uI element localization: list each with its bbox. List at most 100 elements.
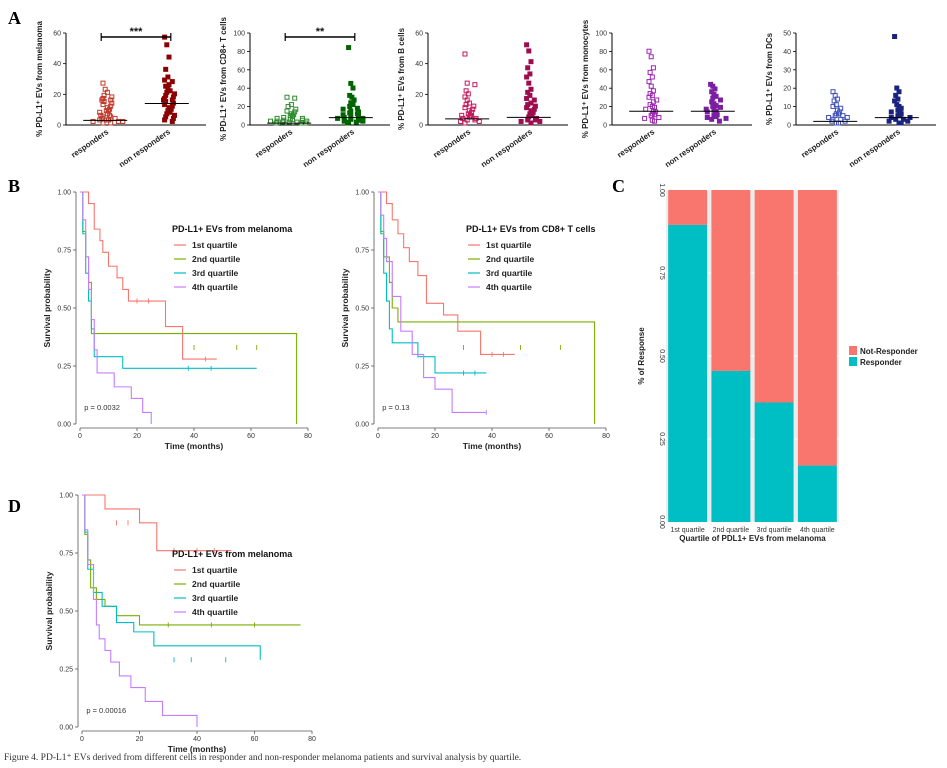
y-tick-label: 0.00 bbox=[355, 422, 369, 429]
data-point bbox=[648, 113, 654, 119]
data-point bbox=[166, 54, 172, 60]
data-point bbox=[656, 114, 662, 120]
data-point bbox=[652, 118, 657, 124]
legend-label: 1st quartile bbox=[192, 240, 238, 250]
data-point bbox=[704, 114, 710, 120]
y-tick-label: 0.75 bbox=[57, 248, 71, 255]
x-tick-label: 3rd quartile bbox=[757, 527, 792, 534]
data-point bbox=[471, 103, 477, 109]
x-axis-label: Quartile of PDL1+ EVs from melanoma bbox=[679, 534, 826, 543]
figure-caption: Figure 4. PD-L1⁺ EVs derived from differ… bbox=[4, 753, 522, 763]
data-point bbox=[97, 109, 103, 115]
data-point bbox=[526, 48, 532, 54]
data-point bbox=[649, 74, 655, 80]
x-tick-label: 40 bbox=[488, 433, 496, 440]
p-value: p = 0.0032 bbox=[84, 403, 120, 412]
data-point bbox=[463, 102, 469, 108]
data-point bbox=[723, 115, 729, 121]
km-curve bbox=[378, 191, 487, 413]
y-tick-label: 20 bbox=[415, 92, 423, 99]
y-axis-label: % PD-L1⁺ EVs from CD8+ T cells bbox=[219, 16, 228, 141]
legend-swatch bbox=[849, 357, 857, 366]
data-point bbox=[525, 65, 531, 71]
data-point bbox=[647, 69, 653, 75]
data-point bbox=[709, 116, 715, 122]
y-tick-label: 80 bbox=[237, 49, 245, 56]
y-tick-label: 50 bbox=[783, 31, 791, 38]
y-tick-label: 20 bbox=[783, 86, 791, 93]
y-axis-label: % PD-L1⁺ EVs from DCs bbox=[765, 32, 774, 125]
data-point bbox=[525, 117, 531, 123]
data-point bbox=[905, 118, 911, 124]
data-point bbox=[524, 74, 530, 80]
legend-swatch bbox=[849, 346, 857, 355]
y-tick-label: 10 bbox=[783, 104, 791, 111]
legend-label: 3rd quartile bbox=[486, 268, 533, 278]
data-point bbox=[476, 118, 482, 124]
data-point bbox=[643, 106, 649, 112]
data-point bbox=[353, 119, 359, 125]
data-point bbox=[90, 118, 96, 124]
y-tick-label: 0 bbox=[603, 123, 607, 130]
data-point bbox=[886, 118, 892, 124]
data-point bbox=[108, 97, 114, 103]
data-point bbox=[169, 118, 175, 124]
data-point bbox=[528, 86, 534, 92]
km-curve bbox=[80, 191, 152, 424]
data-point bbox=[465, 91, 471, 97]
y-tick-label: 100 bbox=[595, 31, 607, 38]
data-point bbox=[524, 95, 530, 101]
data-point bbox=[284, 108, 290, 114]
km-curve bbox=[82, 494, 301, 626]
km-curve bbox=[378, 191, 515, 355]
data-point bbox=[527, 92, 533, 98]
data-point bbox=[652, 112, 657, 118]
chart-b2: 0.00 0.25 0.50 0.75 1.00 0 20 40 60 80 p = 0.13 Tim… bbox=[340, 190, 610, 452]
chart-c: 1st quartile 2nd quartile 3rd quartile 4th … bbox=[637, 183, 918, 543]
x-axis-label: Time (months) bbox=[463, 441, 522, 451]
x-tick-label: non responders bbox=[117, 127, 172, 169]
data-point bbox=[100, 120, 106, 126]
panel-letter-a: A bbox=[8, 8, 21, 28]
y-tick-label: 20 bbox=[53, 92, 61, 99]
data-point bbox=[101, 92, 107, 98]
km-curve bbox=[82, 494, 232, 552]
chart-d: 0.00 0.25 0.50 0.75 1.00 0 20 40 60 80 p = 0.00016… bbox=[44, 493, 316, 755]
bar-segment bbox=[668, 190, 708, 225]
data-point bbox=[100, 102, 106, 108]
x-tick-label: 1st quartile bbox=[671, 527, 705, 534]
bar-segment bbox=[797, 465, 837, 522]
x-tick-label: responders bbox=[615, 127, 656, 160]
data-point bbox=[472, 82, 478, 88]
data-point bbox=[348, 80, 354, 86]
data-point bbox=[104, 89, 110, 95]
data-point bbox=[346, 45, 352, 51]
legend-label: Responder bbox=[860, 358, 902, 367]
km-curve bbox=[378, 191, 487, 374]
y-tick-label: 0.50 bbox=[658, 349, 665, 363]
y-tick-label: 0.00 bbox=[658, 515, 665, 529]
y-tick-label: 0.50 bbox=[355, 306, 369, 313]
data-point bbox=[106, 108, 111, 114]
data-point bbox=[109, 100, 115, 106]
y-tick-label: 0 bbox=[419, 123, 423, 130]
data-point bbox=[360, 118, 366, 124]
data-point bbox=[101, 99, 107, 105]
data-point bbox=[650, 88, 656, 94]
bar-segment bbox=[711, 190, 751, 371]
data-point bbox=[888, 109, 894, 115]
y-tick-label: 0.25 bbox=[355, 364, 369, 371]
y-tick-label: 1.00 bbox=[57, 190, 71, 197]
y-tick-label: 40 bbox=[599, 86, 607, 93]
y-tick-label: 40 bbox=[53, 61, 61, 68]
x-axis-label: Time (months) bbox=[165, 441, 224, 451]
x-tick-label: 60 bbox=[247, 433, 255, 440]
y-tick-label: 20 bbox=[599, 104, 607, 111]
legend-label: 2nd quartile bbox=[192, 254, 240, 264]
data-point bbox=[526, 80, 532, 86]
data-point bbox=[459, 112, 465, 118]
y-tick-label: 0.00 bbox=[57, 422, 71, 429]
data-point bbox=[284, 94, 290, 100]
y-tick-label: 0.25 bbox=[658, 432, 665, 446]
